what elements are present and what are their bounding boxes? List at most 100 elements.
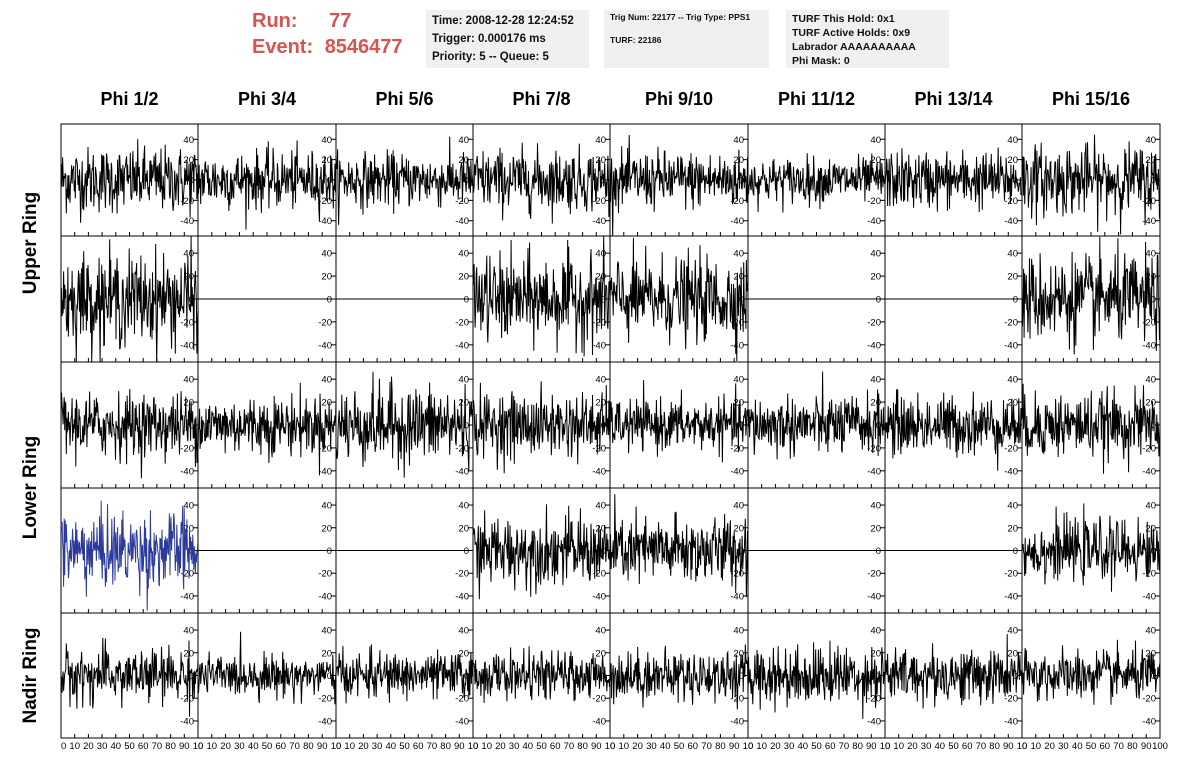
xtick-label-c3-2: 20	[358, 741, 369, 752]
panel-r3-c6-ytick-label: 20	[870, 398, 881, 409]
panel-r3-c7-ytick-label: 40	[1007, 375, 1018, 386]
panel-r5-c6-ytick-label: 40	[870, 626, 881, 637]
panel-r5-c5-ytick-label: 20	[733, 648, 744, 659]
panel-r3-c6-trace	[747, 371, 886, 460]
panel-r5-c7-ytick-label: -40	[1004, 716, 1018, 727]
panel-r3-c8-trace	[1021, 383, 1161, 474]
panel-r5-c8-trace	[1021, 639, 1161, 705]
xtick-label-c7-4: 40	[935, 741, 946, 752]
xtick-label-c1-7: 70	[152, 741, 163, 752]
panel-r5-c6-trace	[747, 640, 886, 719]
panel-r1-c6-ytick-label: -20	[867, 196, 881, 207]
panel-r3-c2-ytick-label: -20	[318, 443, 332, 454]
panel-r4-c1-ytick-label: 40	[183, 501, 194, 512]
xtick-label-c3-1: 10	[344, 741, 355, 752]
panel-r2-c8-ytick-label: 20	[1145, 272, 1156, 283]
panel-r2-c8-ytick-label: 0	[1151, 295, 1156, 306]
xtick-label-c7-2: 20	[907, 741, 918, 752]
panel-r4-c2-ytick-label: 0	[327, 546, 332, 557]
xtick-label-c3-7: 70	[427, 741, 438, 752]
xtick-label-c5-10: 10	[743, 741, 754, 752]
column-title-8: Phi 15/16	[1052, 89, 1130, 109]
panel-r3-c3-ytick-label: -40	[455, 466, 469, 477]
panel-r4-c3-ytick-label: -40	[455, 591, 469, 602]
panel-r2-c2-ytick-label: -40	[318, 340, 332, 351]
xtick-label-c1-8: 80	[165, 741, 176, 752]
time-text: Time: 2008-12-28 12:24:52	[432, 15, 574, 27]
xtick-label-c8-8: 80	[1127, 741, 1138, 752]
xtick-label-c6-8: 80	[852, 741, 863, 752]
panel-r2-c6-ytick-label: 40	[870, 249, 881, 260]
xtick-label-c1-6: 60	[138, 741, 149, 752]
panel-r1-c3-ytick-label: -40	[455, 216, 469, 227]
panel-r1-c2-ytick-label: 20	[321, 155, 332, 166]
panel-r3-c4-ytick-label: 20	[595, 398, 606, 409]
panel-r4-c4-ytick-label: -20	[592, 569, 606, 580]
panel-r2-c8-ytick-label: -20	[1142, 317, 1156, 328]
panel-r4-c6-ytick-label: -20	[867, 569, 881, 580]
panel-r1-c4-ytick-label: -40	[592, 216, 606, 227]
column-title-6: Phi 11/12	[778, 89, 855, 109]
column-title-2: Phi 3/4	[238, 89, 296, 109]
panel-r3-c6-ytick-label: -40	[867, 466, 881, 477]
xtick-label-c4-10: 10	[605, 741, 616, 752]
xtick-label-c3-6: 60	[413, 741, 424, 752]
xtick-label-c3-4: 40	[386, 741, 397, 752]
panel-r4-c7-ytick-label: 40	[1007, 501, 1018, 512]
xtick-label-c4-1: 10	[481, 741, 492, 752]
xtick-label-c4-9: 90	[591, 741, 602, 752]
xtick-label-c5-8: 80	[715, 741, 726, 752]
xtick-label-c2-5: 50	[262, 741, 273, 752]
panel-r4-c8-ytick-label: -20	[1142, 569, 1156, 580]
panel-r2-c4-trace	[472, 235, 611, 357]
panel-r1-c2-ytick-label: 0	[327, 176, 332, 187]
xtick-label-c5-1: 10	[619, 741, 630, 752]
panel-r4-c1-trace	[60, 500, 199, 611]
xtick-label-c6-10: 10	[880, 741, 891, 752]
xtick-label-c1-4: 40	[111, 741, 122, 752]
panel-r1-c7-ytick-label: 20	[1007, 155, 1018, 166]
xtick-label-c1-5: 50	[124, 741, 135, 752]
panel-r4-c1-ytick-label: -20	[180, 569, 194, 580]
panel-r2-c3-ytick-label: 0	[464, 295, 469, 306]
panel-r2-c7-ytick-label: 40	[1007, 249, 1018, 260]
panel-r1-c2-trace	[197, 140, 337, 230]
panel-r3-c4-ytick-label: -40	[592, 466, 606, 477]
panel-r2-c6-ytick-label: -40	[867, 340, 881, 351]
panel-r1-c5-ytick-label: -40	[730, 216, 744, 227]
xtick-label-c7-10: 10	[1017, 741, 1028, 752]
panel-r3-c5-ytick-label: -40	[730, 466, 744, 477]
panel-r4-c7-ytick-label: 0	[1013, 546, 1018, 557]
trigger-text: Trigger: 0.000176 ms	[432, 33, 546, 45]
xtick-label-c7-8: 80	[989, 741, 1000, 752]
xtick-label-c2-2: 20	[220, 741, 231, 752]
panel-r5-c1-ytick-label: -40	[180, 716, 194, 727]
panel-r4-c8-ytick-label: -40	[1142, 591, 1156, 602]
panel-r4-c4-trace	[472, 504, 611, 600]
panel-r1-c5-ytick-label: -20	[730, 196, 744, 207]
run-value: 77	[329, 10, 352, 32]
panel-r5-c3-ytick-label: 20	[458, 648, 469, 659]
turf-info-box: TURF This Hold: 0x1 TURF Active Holds: 0…	[786, 10, 949, 68]
panel-r4-c7-ytick-label: -40	[1004, 591, 1018, 602]
run-label: Run:	[252, 10, 298, 32]
panel-r5-c2-trace	[197, 631, 337, 705]
panel-r5-c4-ytick-label: 40	[595, 626, 606, 637]
panel-r3-c3-ytick-label: 20	[458, 398, 469, 409]
xtick-label-c6-4: 40	[798, 741, 809, 752]
panel-r1-c4-ytick-label: 40	[595, 135, 606, 146]
panel-r3-c1-ytick-label: 20	[183, 398, 194, 409]
xtick-label-c5-4: 40	[660, 741, 671, 752]
trig-num-text: Trig Num: 22177 -- Trig Type: PPS1	[610, 12, 751, 22]
xtick-label-c3-10: 10	[468, 741, 479, 752]
panel-r5-c5-ytick-label: 40	[733, 626, 744, 637]
panel-r2-c1-ytick-label: -40	[180, 340, 194, 351]
turf-text: TURF: 22186	[610, 35, 662, 45]
panel-r3-c8-ytick-label: -40	[1142, 466, 1156, 477]
panel-r2-c6-ytick-label: 20	[870, 272, 881, 283]
panel-r5-c8-ytick-label: 40	[1145, 626, 1156, 637]
xtick-label-c1-1: 10	[69, 741, 80, 752]
xtick-label-c6-1: 10	[756, 741, 767, 752]
panel-r4-c5-ytick-label: -20	[730, 569, 744, 580]
